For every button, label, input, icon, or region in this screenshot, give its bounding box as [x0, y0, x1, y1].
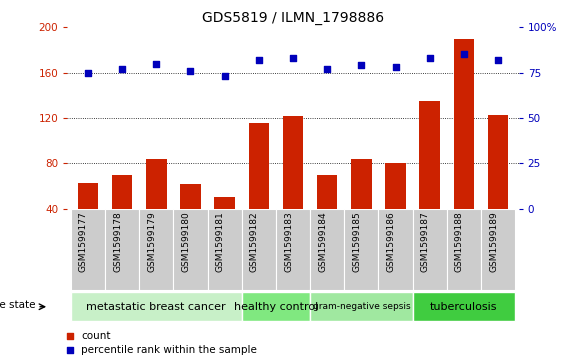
Text: GSM1599185: GSM1599185 [352, 211, 362, 272]
Bar [317, 175, 338, 209]
Bar [283, 116, 304, 209]
Text: GSM1599186: GSM1599186 [387, 211, 396, 272]
Point [223, 256, 232, 262]
Point [152, 61, 161, 66]
Text: tuberculosis: tuberculosis [430, 302, 498, 312]
Bar [71, 292, 242, 322]
Bar [488, 115, 509, 209]
Text: GSM1599181: GSM1599181 [216, 211, 224, 272]
Point [357, 62, 366, 68]
Bar [420, 101, 440, 209]
Bar [413, 292, 515, 322]
Point [493, 57, 503, 63]
Bar [112, 175, 132, 209]
Text: GSM1599189: GSM1599189 [489, 211, 498, 272]
Bar [447, 209, 481, 290]
Point [459, 52, 469, 57]
Text: GSM1599183: GSM1599183 [284, 211, 293, 272]
Text: metastatic breast cancer: metastatic breast cancer [87, 302, 226, 312]
Bar [207, 209, 242, 290]
Bar [379, 209, 413, 290]
Bar [242, 292, 310, 322]
Bar [310, 209, 345, 290]
Bar [276, 209, 310, 290]
Point [391, 64, 400, 70]
Point [220, 73, 229, 79]
Text: healthy control: healthy control [234, 302, 318, 312]
Bar [139, 209, 173, 290]
Bar [146, 159, 166, 209]
Point [186, 68, 195, 74]
Text: count: count [81, 331, 110, 341]
Text: GSM1599177: GSM1599177 [79, 211, 88, 272]
Point [83, 70, 93, 76]
Text: GSM1599180: GSM1599180 [182, 211, 190, 272]
Text: gram-negative sepsis: gram-negative sepsis [312, 302, 410, 311]
Text: GSM1599187: GSM1599187 [421, 211, 430, 272]
Point [425, 55, 434, 61]
Point [288, 55, 298, 61]
Bar [173, 209, 207, 290]
Text: GSM1599179: GSM1599179 [147, 211, 156, 272]
Point [223, 124, 232, 130]
Text: GSM1599178: GSM1599178 [113, 211, 122, 272]
Text: percentile rank within the sample: percentile rank within the sample [81, 345, 257, 355]
Bar [310, 292, 413, 322]
Point [322, 66, 332, 72]
Text: disease state: disease state [0, 300, 36, 310]
Bar [386, 163, 406, 209]
Bar [351, 159, 372, 209]
Text: GSM1599184: GSM1599184 [318, 211, 327, 272]
Bar [248, 122, 269, 209]
Bar [454, 38, 474, 209]
Bar [481, 209, 515, 290]
Bar [180, 184, 201, 209]
Point [117, 66, 127, 72]
Text: GSM1599182: GSM1599182 [250, 211, 259, 272]
Bar [345, 209, 379, 290]
Bar [105, 209, 139, 290]
Text: GSM1599188: GSM1599188 [455, 211, 464, 272]
Bar [214, 197, 235, 209]
Bar [242, 209, 276, 290]
Bar [77, 183, 98, 209]
Bar [413, 209, 447, 290]
Bar [71, 209, 105, 290]
Title: GDS5819 / ILMN_1798886: GDS5819 / ILMN_1798886 [202, 11, 384, 25]
Point [254, 57, 264, 63]
